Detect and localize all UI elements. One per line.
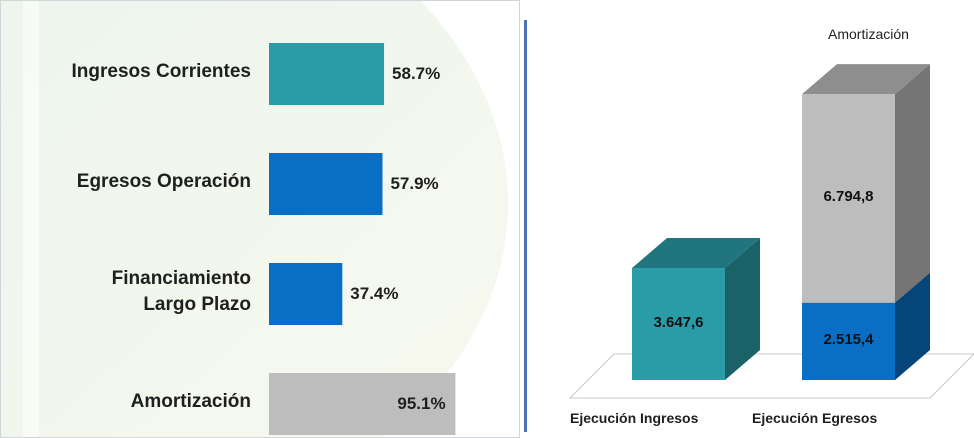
segment-ejecucion-egresos-2-515-4-front <box>802 302 895 380</box>
stacked-3d-bar-chart-panel: 3.647,6 2.515,4 6.794,8 Ejecución Ingresos E… <box>530 0 974 438</box>
background-swoosh <box>1 1 509 437</box>
segment-value-label: 2.515,4 <box>823 331 874 349</box>
progress-bar-chart-panel: Ingresos Corrientes 58.7% Egresos Operació… <box>0 0 520 438</box>
segment-ejecucion-egresos-6-794-8-side <box>895 64 930 303</box>
background-stripe <box>23 1 39 437</box>
value-label-egresos-operacion: 57.9% <box>390 174 439 193</box>
segment-value-label: 3.647,6 <box>653 314 704 331</box>
category-label-line: Largo Plazo <box>143 294 251 315</box>
segment-ejecucion-ingresos-3-647-6-side <box>725 238 760 380</box>
category-label-line: Amortización <box>130 391 251 412</box>
category-label-line: Egresos Operación <box>76 171 251 192</box>
right-chart-svg <box>568 64 974 399</box>
bar-egresos-operacion <box>269 153 383 215</box>
bar-ingresos-corrientes <box>269 43 385 105</box>
segment-value-label: 6.794,8 <box>823 188 874 206</box>
category-label-line: Financiamiento <box>111 268 251 289</box>
segment-ejecucion-ingresos-3-647-6-front <box>632 268 725 380</box>
segment-ejecucion-egresos-2-515-4-side <box>895 272 930 380</box>
category-label-financiamiento-largo-plazo: Financiamiento Largo Plazo <box>1 266 251 318</box>
value-label-ingresos-corrientes: 58.7% <box>392 64 441 83</box>
segment-ejecucion-egresos-6-794-8-top <box>802 64 930 95</box>
category-label-amortizacion: Amortización <box>1 389 251 415</box>
category-label-ingresos-corrientes: Ingresos Corrientes <box>1 59 252 85</box>
value-label-amortizacion: 95.1% <box>397 394 446 413</box>
value-label-financiamiento-largo-plazo: 37.4% <box>350 284 399 303</box>
legend-label-amortizacion: Amortización <box>828 26 909 42</box>
x-axis-label-ejecucion-ingresos: Ejecución Ingresos <box>570 410 699 426</box>
left-chart-svg <box>1 1 509 437</box>
bar-amortizacion <box>269 373 456 435</box>
panel-divider <box>524 20 527 432</box>
segment-ejecucion-ingresos-3-647-6-top <box>632 238 760 269</box>
category-label-egresos-operacion: Egresos Operación <box>1 169 251 195</box>
bar-financiamiento-largo-plazo <box>269 263 343 325</box>
category-label-line: Ingresos Corrientes <box>71 61 252 82</box>
x-axis-label-ejecucion-egresos: Ejecución Egresos <box>752 410 878 426</box>
segment-ejecucion-egresos-6-794-8-front <box>802 94 895 303</box>
